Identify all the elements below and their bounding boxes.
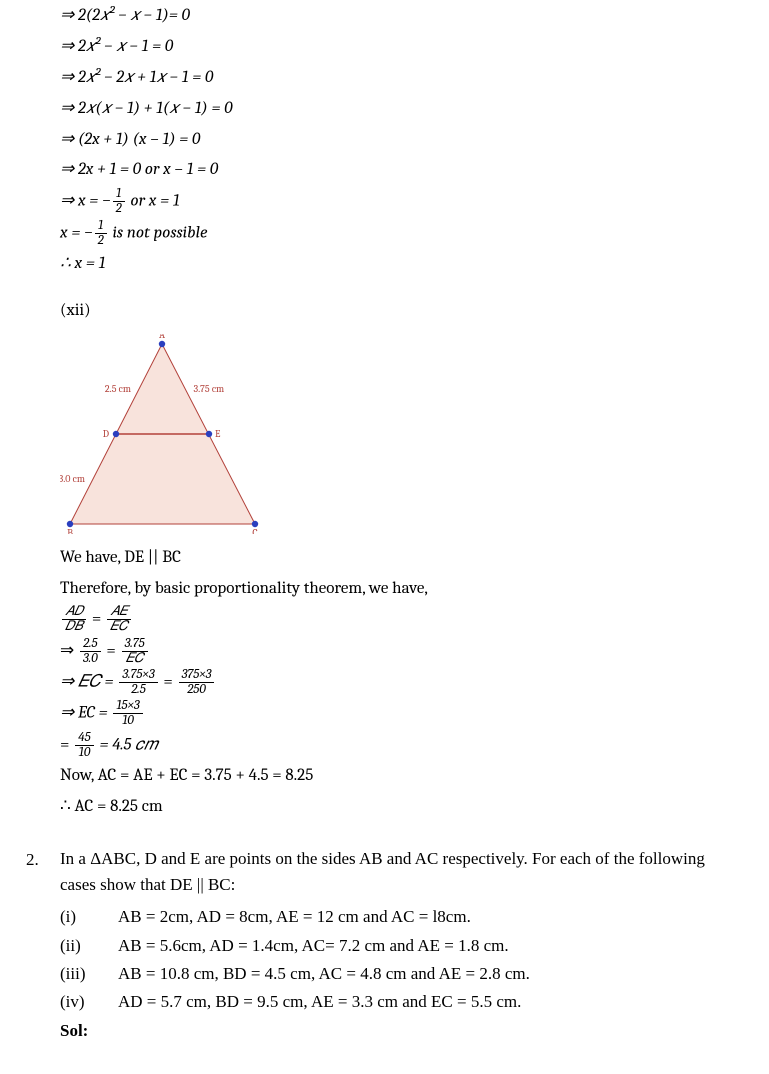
sub-item-label: (iii) bbox=[60, 961, 118, 987]
svg-text:2.5 cm: 2.5 cm bbox=[105, 383, 131, 395]
question-2: 2. In a ΔABC, D and E are points on the … bbox=[60, 846, 739, 1044]
numerator: 𝐴𝐷 bbox=[62, 605, 86, 620]
fraction: 3.75𝐸𝐶 bbox=[122, 637, 148, 666]
denominator: 10 bbox=[75, 746, 94, 760]
svg-text:C: C bbox=[252, 527, 257, 534]
bpt-equation: 𝐴𝐷𝐷𝐵 = 𝐴𝐸𝐸𝐶 bbox=[60, 605, 739, 634]
sub-item-text: AB = 5.6cm, AD = 1.4cm, AC= 7.2 cm and A… bbox=[118, 933, 509, 959]
triangle-diagram: A B C D E 2.5 cm 3.75 cm 3.0 cm bbox=[60, 334, 265, 534]
eq-line-frac: ⇒ EC = 15×310 bbox=[60, 699, 739, 728]
eq-line: ⇒ 2x + 1 = 0 or x – 1 = 0 bbox=[60, 156, 739, 185]
numerator: 1 bbox=[113, 187, 125, 202]
sub-item-label: (ii) bbox=[60, 933, 118, 959]
eq-prefix: ⇒ 𝐸𝐶 = bbox=[60, 672, 114, 691]
fraction: 12 bbox=[95, 219, 107, 248]
eq-line: ⇒ 2𝑥² − 2𝑥 + 1𝑥 − 1 = 0 bbox=[60, 64, 739, 93]
sub-item-text: AB = 2cm, AD = 8cm, AE = 12 cm and AC = … bbox=[118, 904, 471, 930]
eq-line-frac: = 4510 = 4.5 𝑐𝑚 bbox=[60, 731, 739, 760]
numerator: 3.75×3 bbox=[119, 668, 157, 683]
numerator: 45 bbox=[75, 731, 94, 746]
svg-text:E: E bbox=[215, 428, 221, 440]
section-xii-label: (xii) bbox=[60, 297, 739, 326]
question-body: In a ΔABC, D and E are points on the sid… bbox=[60, 846, 739, 1044]
eq-prefix: x = − bbox=[60, 223, 93, 242]
denominator: 2 bbox=[113, 202, 125, 216]
denominator: 250 bbox=[179, 683, 215, 697]
fraction: 375×3250 bbox=[179, 668, 215, 697]
eq-line: ⇒ 2𝑥² − 𝑥 − 1 = 0 bbox=[60, 33, 739, 62]
eq-line-frac: ⇒ x = −12 or x = 1 bbox=[60, 187, 739, 216]
intro-line: Therefore, by basic proportionality theo… bbox=[60, 575, 739, 604]
eq-suffix: = 4.5 𝑐𝑚 bbox=[96, 735, 158, 754]
numerator: 3.75 bbox=[122, 637, 148, 652]
question-stem: In a ΔABC, D and E are points on the sid… bbox=[60, 846, 739, 899]
sub-item-label: (iv) bbox=[60, 989, 118, 1015]
denominator: 𝐸𝐶 bbox=[122, 652, 148, 666]
sub-list: (i)AB = 2cm, AD = 8cm, AE = 12 cm and AC… bbox=[60, 904, 739, 1015]
sub-item-text: AD = 5.7 cm, BD = 9.5 cm, AE = 3.3 cm an… bbox=[118, 989, 521, 1015]
solution-xii: We have, DE || BC Therefore, by basic pr… bbox=[60, 544, 739, 822]
eq-prefix: ⇒ x = − bbox=[60, 192, 111, 211]
eq-conclusion: ∴ x = 1 bbox=[60, 250, 739, 279]
ac-sum-line: Now, AC = AE + EC = 3.75 + 4.5 = 8.25 bbox=[60, 762, 739, 791]
eq-line: ⇒ 2(2𝑥² − 𝑥 − 1)= 0 bbox=[60, 2, 739, 31]
sub-item-text: AB = 10.8 cm, BD = 4.5 cm, AC = 4.8 cm a… bbox=[118, 961, 530, 987]
numerator: 2.5 bbox=[80, 637, 101, 652]
eq-line-frac: x = −12 is not possible bbox=[60, 219, 739, 248]
sub-item: (iii)AB = 10.8 cm, BD = 4.5 cm, AC = 4.8… bbox=[60, 961, 739, 987]
question-number: 2. bbox=[26, 846, 60, 875]
eq-suffix: or x = 1 bbox=[127, 192, 180, 211]
intro-line: We have, DE || BC bbox=[60, 544, 739, 573]
eq-line: ⇒ (2x + 1) (x – 1) = 0 bbox=[60, 126, 739, 155]
svg-text:A: A bbox=[159, 334, 165, 341]
sub-item: (i)AB = 2cm, AD = 8cm, AE = 12 cm and AC… bbox=[60, 904, 739, 930]
svg-text:3.75 cm: 3.75 cm bbox=[194, 383, 225, 395]
denominator: 10 bbox=[113, 714, 142, 728]
denominator: 𝐷𝐵 bbox=[62, 620, 86, 634]
svg-text:B: B bbox=[67, 527, 73, 534]
fraction: 3.75×32.5 bbox=[119, 668, 157, 697]
numerator: 15×3 bbox=[113, 699, 142, 714]
ac-final-line: ∴ AC = 8.25 cm bbox=[60, 793, 739, 822]
numerator: 375×3 bbox=[179, 668, 215, 683]
sub-item: (iv)AD = 5.7 cm, BD = 9.5 cm, AE = 3.3 c… bbox=[60, 989, 739, 1015]
eq-line-frac: ⇒ 𝐸𝐶 = 3.75×32.5 = 375×3250 bbox=[60, 668, 739, 697]
eq-line-frac: ⇒ 2.53.0 = 3.75𝐸𝐶 bbox=[60, 637, 739, 666]
fraction: 4510 bbox=[75, 731, 94, 760]
denominator: 𝐸𝐶 bbox=[107, 620, 131, 634]
numerator: 𝐴𝐸 bbox=[107, 605, 131, 620]
eq-prefix: ⇒ EC = bbox=[60, 704, 108, 723]
eq-line: ⇒ 2𝑥(𝑥 − 1) + 1(𝑥 − 1) = 0 bbox=[60, 95, 739, 124]
sub-item-label: (i) bbox=[60, 904, 118, 930]
svg-text:3.0 cm: 3.0 cm bbox=[60, 473, 85, 485]
sub-item: (ii)AB = 5.6cm, AD = 1.4cm, AC= 7.2 cm a… bbox=[60, 933, 739, 959]
fraction: 𝐴𝐷𝐷𝐵 bbox=[62, 605, 86, 634]
fraction: 𝐴𝐸𝐸𝐶 bbox=[107, 605, 131, 634]
denominator: 2 bbox=[95, 234, 107, 248]
denominator: 3.0 bbox=[80, 652, 101, 666]
denominator: 2.5 bbox=[119, 683, 157, 697]
fraction: 12 bbox=[113, 187, 125, 216]
svg-text:D: D bbox=[103, 428, 109, 440]
fraction: 2.53.0 bbox=[80, 637, 101, 666]
fraction: 15×310 bbox=[113, 699, 142, 728]
solution-xi: ⇒ 2(2𝑥² − 𝑥 − 1)= 0 ⇒ 2𝑥² − 𝑥 − 1 = 0 ⇒ … bbox=[60, 2, 739, 279]
numerator: 1 bbox=[95, 219, 107, 234]
sol-label: Sol: bbox=[60, 1018, 739, 1044]
eq-suffix: is not possible bbox=[109, 223, 208, 242]
